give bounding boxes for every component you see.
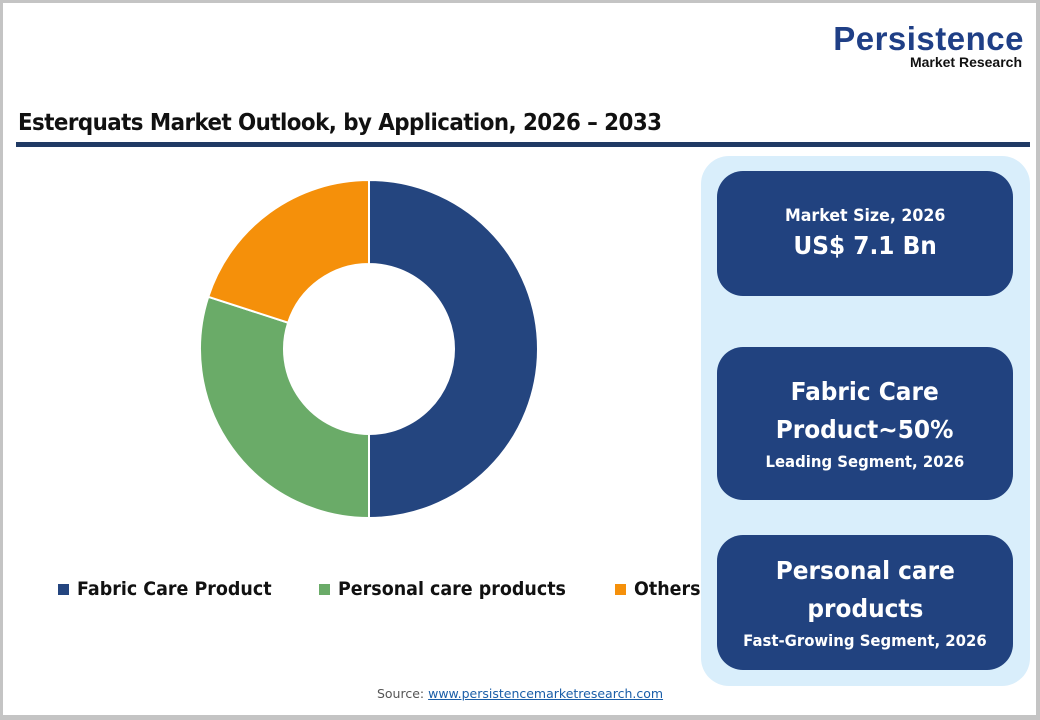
source-link[interactable]: www.persistencemarketresearch.com xyxy=(428,686,664,701)
donut-slice-fabric-care xyxy=(368,178,539,520)
chart-title: Esterquats Market Outlook, by Applicatio… xyxy=(18,110,662,136)
market-size-label: Market Size, 2026 xyxy=(784,205,946,226)
company-logo: Persistence Market Research xyxy=(833,20,1024,70)
legend-swatch-others xyxy=(615,583,627,595)
legend-label: Personal care products xyxy=(337,578,566,600)
legend-swatch-personal-care xyxy=(318,583,330,595)
market-size-value: US$ 7.1 Bn xyxy=(793,230,937,260)
title-divider xyxy=(16,142,1030,147)
source-note: Source: www.persistencemarketresearch.co… xyxy=(0,686,1040,701)
legend-item-fabric-care: Fabric Care Product xyxy=(58,578,289,600)
chart-legend: Fabric Care Product Personal care produc… xyxy=(58,578,707,600)
legend-swatch-fabric-care xyxy=(58,583,69,595)
source-label: Source: xyxy=(376,686,425,701)
legend-label: Fabric Care Product xyxy=(77,578,272,600)
legend-item-personal-care: Personal care products xyxy=(318,578,586,600)
legend-label: Others xyxy=(634,578,701,600)
legend-item-others: Others xyxy=(615,578,706,600)
donut-slice-others xyxy=(207,178,370,324)
logo-wordmark: Persistence xyxy=(833,20,1024,57)
fast-growing-segment-card: Personal care products Fast-Growing Segm… xyxy=(717,535,1013,670)
logo-tagline: Market Research xyxy=(909,54,1022,70)
leading-segment-name-line1: Fabric Care xyxy=(790,376,940,406)
donut-chart xyxy=(199,178,539,520)
market-size-card: Market Size, 2026 US$ 7.1 Bn xyxy=(717,171,1013,296)
leading-segment-card: Fabric Care Product~50% Leading Segment,… xyxy=(717,347,1013,500)
fast-growing-caption: Fast-Growing Segment, 2026 xyxy=(743,630,987,650)
fast-growing-name-line1: Personal care xyxy=(775,555,955,585)
leading-segment-caption: Leading Segment, 2026 xyxy=(765,451,965,471)
leading-segment-name-line2: Product~50% xyxy=(776,414,954,444)
fast-growing-name-line2: products xyxy=(806,593,924,623)
donut-slice-personal-care xyxy=(199,295,370,520)
